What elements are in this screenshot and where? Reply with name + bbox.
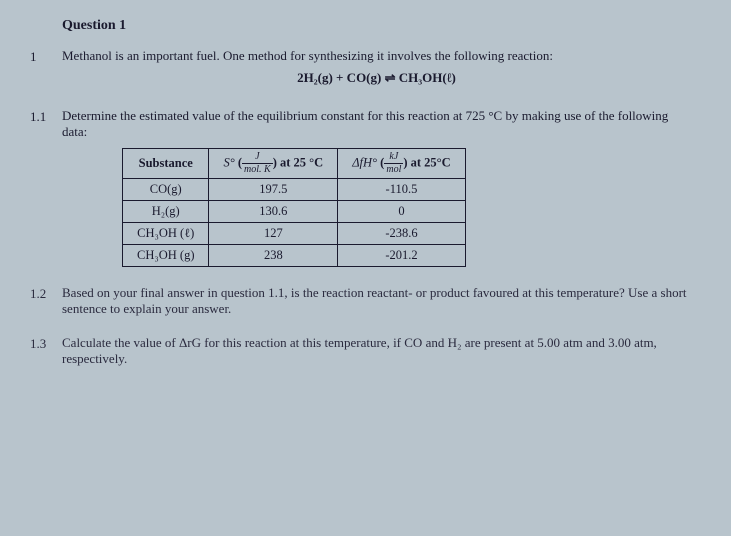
close-paren: ) (273, 155, 277, 169)
part12-text: Based on your final answer in question 1… (62, 285, 691, 317)
col-entropy: S° (Jmol. K) at 25 °C (209, 149, 338, 179)
s-temp: at 25 °C (280, 155, 323, 169)
cell-h: 0 (338, 201, 466, 223)
table-row: CH₃OH (ℓ) 127 -238.6 (123, 223, 466, 245)
question-title: Question 1 (62, 18, 691, 34)
part-number-12: 1.2 (30, 285, 62, 302)
cell-substance: CH₃OH (g) (123, 245, 209, 267)
part-number-13: 1.3 (30, 335, 62, 352)
cell-h: -238.6 (338, 223, 466, 245)
part11-text: Determine the estimated value of the equ… (62, 108, 691, 140)
s-symbol: S° (223, 155, 234, 169)
cell-s: 238 (209, 245, 338, 267)
h-symbol: ΔfH° (352, 155, 377, 169)
h-units-fraction: kJmol (384, 152, 403, 175)
table-row: CH₃OH (g) 238 -201.2 (123, 245, 466, 267)
h-temp: at 25°C (411, 155, 451, 169)
table-header-row: Substance S° (Jmol. K) at 25 °C ΔfH° (kJ… (123, 149, 466, 179)
data-table: Substance S° (Jmol. K) at 25 °C ΔfH° (kJ… (122, 148, 466, 267)
col-enthalpy: ΔfH° (kJmol) at 25°C (338, 149, 466, 179)
cell-h: -201.2 (338, 245, 466, 267)
table-row: CO(g) 197.5 -110.5 (123, 179, 466, 201)
part13-text: Calculate the value of ΔrG for this reac… (62, 335, 691, 367)
s-units-fraction: Jmol. K (242, 152, 273, 175)
part-number-1: 1 (30, 48, 62, 65)
cell-h: -110.5 (338, 179, 466, 201)
cell-s: 130.6 (209, 201, 338, 223)
cell-s: 127 (209, 223, 338, 245)
cell-s: 197.5 (209, 179, 338, 201)
part-number-11: 1.1 (30, 108, 62, 125)
cell-substance: CO(g) (123, 179, 209, 201)
close-paren-2: ) (403, 155, 407, 169)
cell-substance: H₂(g) (123, 201, 209, 223)
col-substance: Substance (123, 149, 209, 179)
reaction-equation: 2H₂(g) + CO(g) ⇌ CH₃OH(ℓ) (62, 70, 691, 86)
cell-substance: CH₃OH (ℓ) (123, 223, 209, 245)
table-row: H₂(g) 130.6 0 (123, 201, 466, 223)
part1-text: Methanol is an important fuel. One metho… (62, 48, 691, 64)
